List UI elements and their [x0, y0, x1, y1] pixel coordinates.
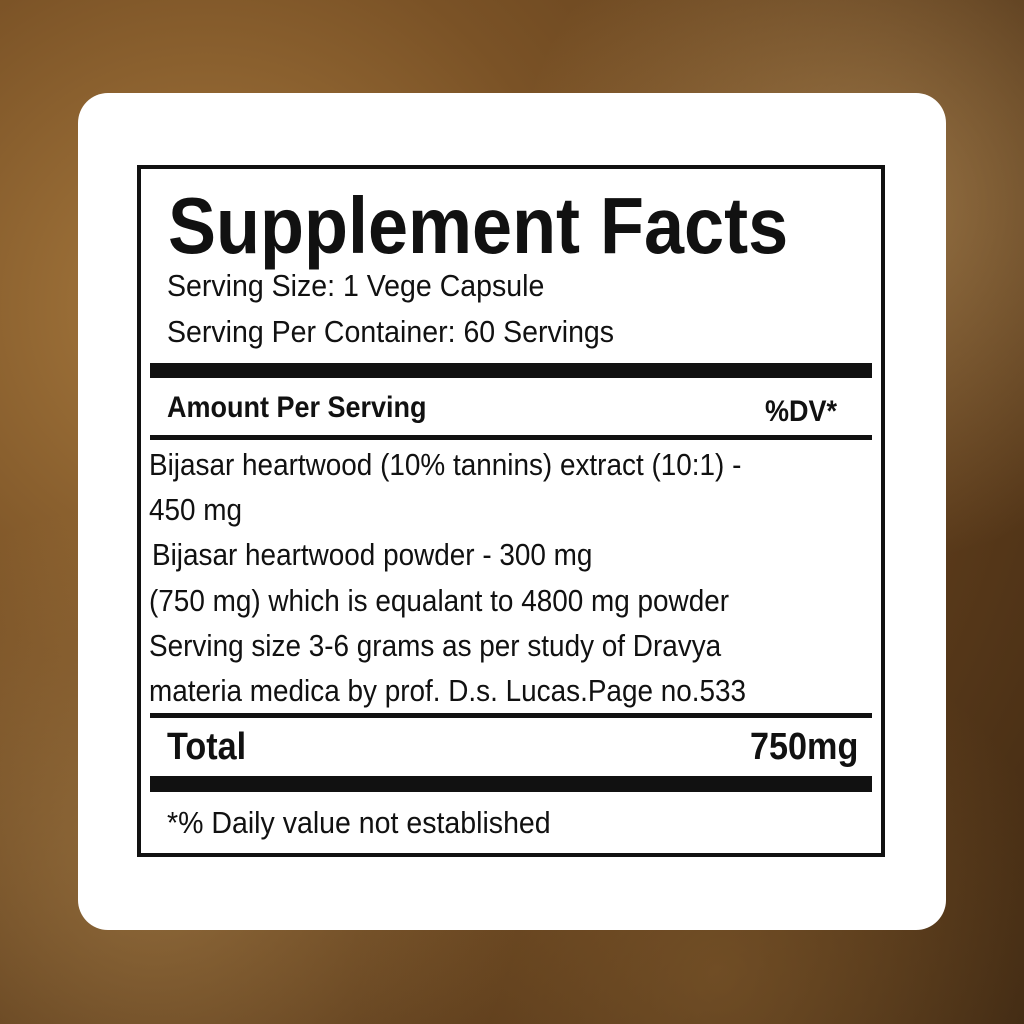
ingredient-line: (750 mg) which is equalant to 4800 mg po… [149, 583, 730, 618]
divider [150, 435, 872, 440]
panel-title: Supplement Facts [168, 181, 789, 270]
servings-per-container: Serving Per Container: 60 Servings [167, 314, 615, 349]
footnote: *% Daily value not established [167, 805, 551, 840]
ingredient-line: 450 mg [149, 492, 243, 527]
amount-per-serving-header: Amount Per Serving [167, 391, 427, 424]
dv-header: %DV* [765, 395, 838, 428]
thick-divider [150, 776, 872, 792]
total-value: 750mg [750, 726, 859, 768]
total-label: Total [167, 726, 247, 768]
supplement-facts-panel [137, 165, 885, 857]
ingredient-line: Bijasar heartwood powder - 300 mg [152, 537, 593, 572]
ingredient-line: Bijasar heartwood (10% tannins) extract … [149, 447, 742, 482]
ingredient-line: Serving size 3-6 grams as per study of D… [149, 628, 722, 663]
ingredient-line: materia medica by prof. D.s. Lucas.Page … [149, 673, 747, 708]
divider [150, 713, 872, 718]
serving-size: Serving Size: 1 Vege Capsule [167, 268, 545, 303]
thick-divider [150, 363, 872, 378]
